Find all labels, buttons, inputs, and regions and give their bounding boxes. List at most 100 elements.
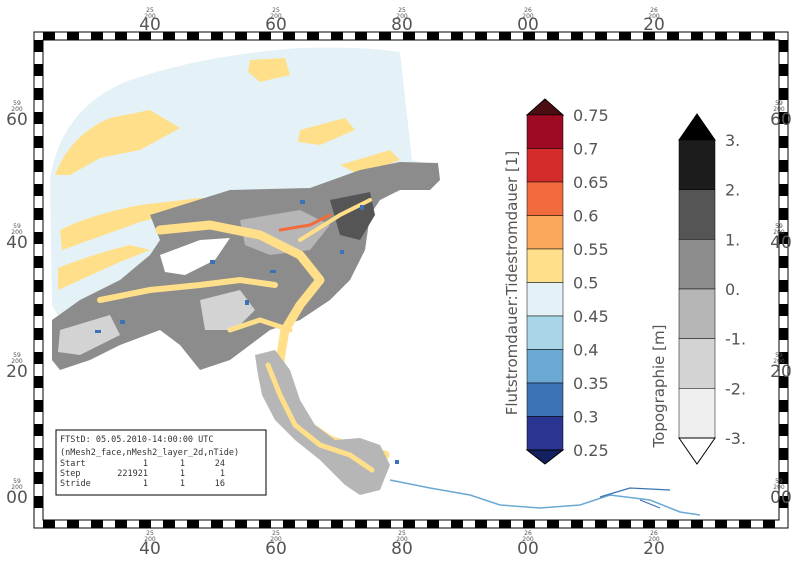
tick-label: 20	[643, 539, 665, 559]
info-row-cell: 221921	[117, 469, 148, 479]
info-row-cell: 24	[215, 459, 225, 469]
colorbar-label: 0.55	[573, 240, 609, 259]
colorbar-segment	[526, 114, 564, 149]
tick-label-small: 200	[522, 536, 534, 543]
frame-block	[139, 32, 151, 40]
info-row-cell: 1	[180, 479, 185, 489]
tick-label: 60	[6, 110, 28, 130]
frame-block	[595, 520, 607, 528]
frame-block	[34, 352, 43, 364]
sea-band-4	[248, 58, 290, 82]
info-row-cell: 1	[143, 479, 148, 489]
colorbar-segment	[526, 382, 564, 417]
sea-band-5	[298, 118, 355, 145]
frame-block	[259, 32, 271, 40]
frame-block	[34, 40, 43, 52]
tidal-flat-1	[240, 210, 330, 255]
colorbar-label: 0.65	[573, 173, 609, 192]
frame-block	[667, 32, 679, 40]
river-estuary-channel	[265, 362, 375, 473]
tick-label: 40	[770, 233, 792, 253]
ratio-colorbar-title: Flutstromdauer:Tidestromdauer [1]	[503, 151, 521, 416]
info-row-cell: Step	[60, 469, 80, 479]
frame-block	[523, 32, 535, 40]
frame-block	[739, 32, 751, 40]
frame-block	[34, 64, 43, 76]
tick-label-small: 200	[648, 13, 660, 20]
frame-block	[779, 112, 788, 124]
tick-label: 00	[6, 488, 28, 508]
colorbar-segment	[526, 215, 564, 250]
colorbar-segment	[526, 148, 564, 183]
frame-block	[34, 112, 43, 124]
frame-block	[779, 328, 788, 340]
colorbar-segment	[678, 239, 716, 290]
frame-block	[571, 520, 583, 528]
frame-block	[475, 520, 487, 528]
tidal-flat-4	[58, 315, 120, 355]
frame-block	[779, 496, 788, 508]
tick-label-small: 200	[396, 13, 408, 20]
frame-block	[355, 520, 367, 528]
frame-block	[619, 32, 631, 40]
frame-block	[715, 520, 727, 528]
tick-label-small: 200	[522, 13, 534, 20]
colorbar-segment	[678, 189, 716, 240]
info-row-cell: 1	[143, 459, 148, 469]
frame-block	[259, 520, 271, 528]
frame-block	[67, 32, 79, 40]
frame-block	[211, 32, 223, 40]
colorbar-label: 1.	[725, 230, 740, 249]
tick-label: 80	[391, 539, 413, 559]
info-row-cell: 1	[220, 469, 225, 479]
tick-label-small: 25	[146, 7, 154, 14]
tick-label-small: 26	[524, 530, 532, 537]
frame-block	[779, 208, 788, 220]
tick-label-small: 200	[773, 229, 785, 236]
frame-block	[379, 32, 391, 40]
frame-block	[595, 32, 607, 40]
sea-band-3	[58, 245, 150, 290]
colorbar-segment	[526, 349, 564, 384]
frame-block	[67, 520, 79, 528]
frame-block	[139, 520, 151, 528]
colorbar-segment	[526, 181, 564, 216]
colorbar-segment	[526, 315, 564, 350]
tick-label-small: 200	[773, 358, 785, 365]
frame-block	[779, 88, 788, 100]
frame-block	[779, 136, 788, 148]
frame-block	[235, 32, 247, 40]
tick-label: 40	[6, 233, 28, 253]
topography-colorbar-labels: 3. 2. 1. 0. -1. -2. -3.	[725, 131, 746, 448]
frame-block	[523, 520, 535, 528]
frame-block	[34, 280, 43, 292]
tick-label-small: 26	[650, 7, 658, 14]
frame-block	[34, 304, 43, 316]
tick-label-small: 25	[398, 530, 406, 537]
tick-label-small: 200	[144, 536, 156, 543]
frame-block	[779, 472, 788, 484]
frame-block	[355, 32, 367, 40]
info-row-cell: 1	[180, 459, 185, 469]
frame-block	[779, 160, 788, 172]
frame-block	[34, 328, 43, 340]
tick-label-small: 59	[775, 478, 783, 485]
island	[160, 238, 230, 275]
colorbar-label: 0.7	[573, 140, 598, 159]
colorbar-segment	[678, 139, 716, 190]
topography-colorbar: 3. 2. 1. 0. -1. -2. -3. Topographie [m]	[650, 113, 746, 465]
frame-block	[235, 520, 247, 528]
tick-label: 20	[770, 362, 792, 382]
frame-block	[547, 32, 559, 40]
colorbar-segment	[526, 248, 564, 283]
colorbar-bottom-triangle	[678, 437, 716, 465]
colorbar-segment	[678, 388, 716, 439]
upstream-river	[389, 479, 701, 516]
frame-block	[779, 352, 788, 364]
frame-block	[211, 520, 223, 528]
tick-label-small: 200	[270, 536, 282, 543]
tick-label-small: 200	[648, 536, 660, 543]
